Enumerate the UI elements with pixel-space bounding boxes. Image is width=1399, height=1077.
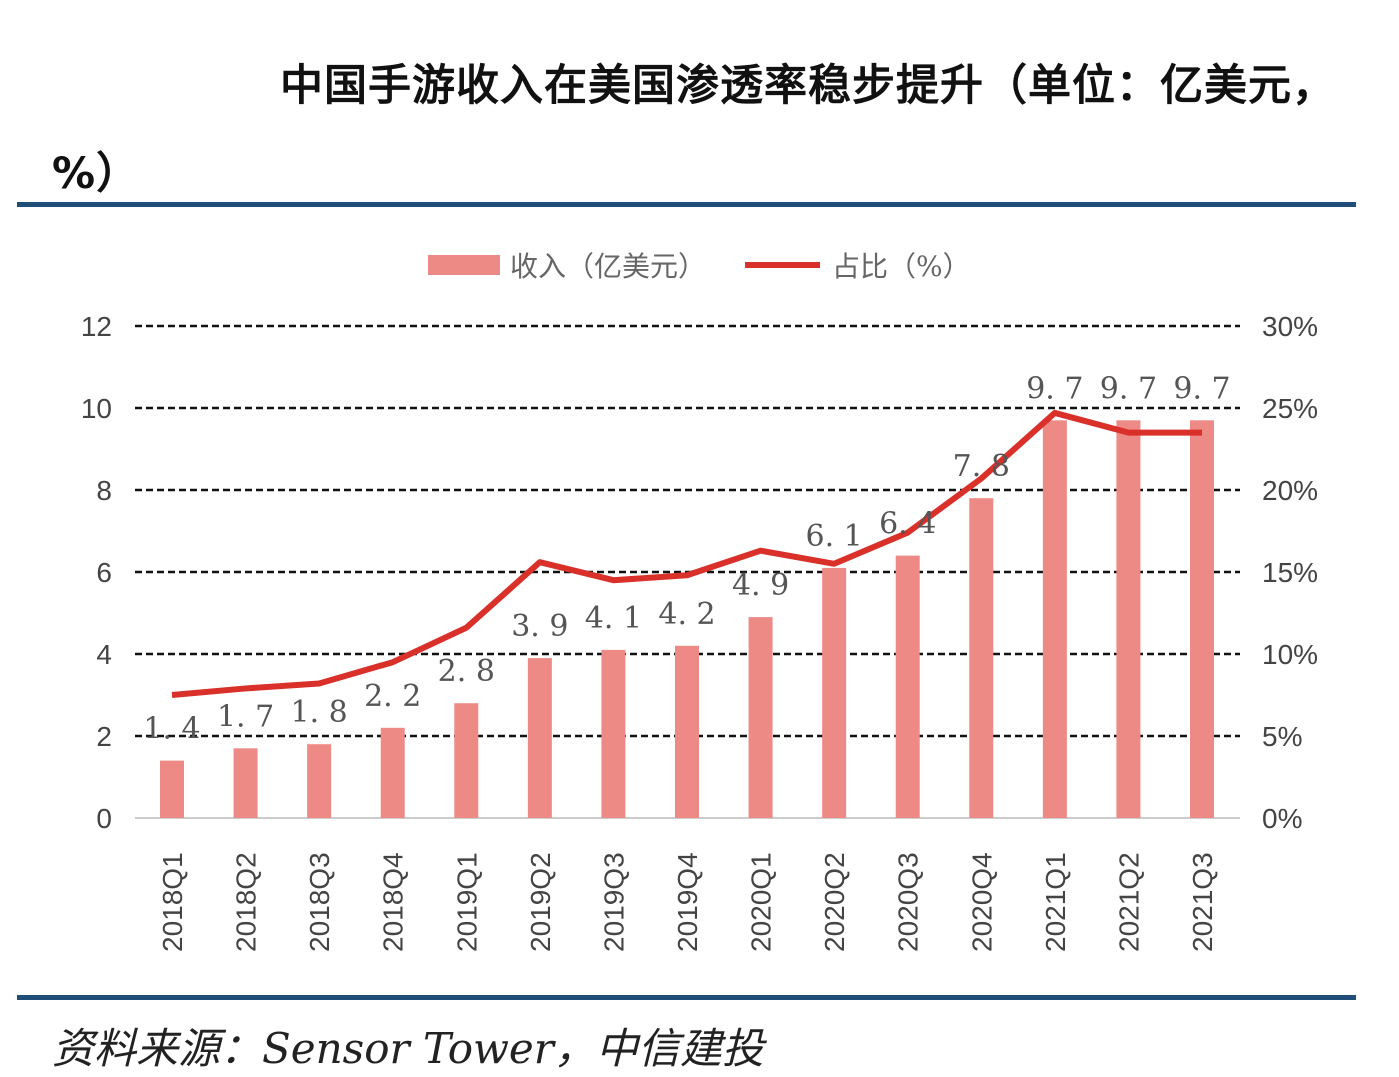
bar-2019Q1 — [454, 703, 479, 818]
source-note: 资料来源：Sensor Tower，中信建投 — [52, 1024, 764, 1073]
data-label: 1. 7 — [217, 699, 274, 734]
bar-2021Q2 — [1116, 420, 1141, 818]
bar-2021Q3 — [1190, 420, 1214, 818]
x-tick: 2019Q3 — [598, 852, 629, 952]
x-tick: 2018Q3 — [304, 852, 335, 952]
data-label: 4. 2 — [658, 597, 715, 632]
y-right-tick: 20% — [1262, 475, 1318, 506]
y-right-tick: 10% — [1262, 639, 1318, 670]
x-tick: 2018Q4 — [378, 852, 409, 952]
x-tick: 2021Q3 — [1187, 852, 1218, 952]
y-left-tick: 0 — [96, 803, 112, 834]
y-left-tick: 2 — [96, 721, 112, 752]
bar-2019Q3 — [601, 649, 626, 818]
x-tick: 2021Q1 — [1040, 852, 1071, 952]
data-label: 4. 1 — [585, 601, 642, 636]
bar-2021Q1 — [1042, 420, 1067, 818]
chart-title: 中国手游收入在美国渗透率稳步提升（单位：亿美元，%） — [52, 61, 1336, 199]
x-tick: 2020Q3 — [893, 852, 924, 952]
top-rule — [17, 202, 1356, 207]
legend: 收入（亿美元） 占比（%） — [428, 250, 971, 283]
x-tick: 2019Q2 — [525, 852, 556, 952]
legend-bar-swatch — [428, 255, 500, 275]
data-label: 4. 9 — [732, 568, 789, 603]
data-label: 9. 7 — [1173, 371, 1230, 406]
data-label: 9. 7 — [1100, 371, 1157, 406]
y-left-tick: 8 — [96, 475, 112, 506]
y-left-tick: 4 — [96, 639, 112, 670]
y-left-tick: 6 — [96, 557, 112, 588]
data-label: 7. 8 — [953, 449, 1010, 484]
x-tick: 2019Q1 — [451, 852, 482, 952]
x-tick: 2020Q4 — [966, 852, 997, 952]
y-right-tick: 5% — [1262, 721, 1302, 752]
data-label: 1. 4 — [143, 712, 200, 747]
bar-2018Q2 — [233, 748, 258, 818]
x-tick: 2019Q4 — [672, 852, 703, 952]
bar-2019Q2 — [527, 658, 552, 818]
y-right-tick: 25% — [1262, 393, 1318, 424]
x-tick: 2020Q2 — [819, 852, 850, 952]
bar-2018Q4 — [380, 727, 405, 818]
bar-2018Q3 — [307, 744, 332, 818]
bar-2020Q2 — [822, 567, 847, 818]
data-label: 9. 7 — [1026, 371, 1083, 406]
y-left-tick: 10 — [81, 393, 112, 424]
bar-2020Q4 — [969, 498, 994, 818]
y-right-tick: 15% — [1262, 557, 1318, 588]
x-tick: 2021Q2 — [1113, 852, 1144, 952]
data-label: 2. 2 — [364, 679, 421, 714]
x-tick: 2018Q2 — [231, 852, 262, 952]
data-label: 2. 8 — [438, 654, 495, 689]
legend-bar-label: 收入（亿美元） — [510, 250, 706, 283]
y-right-tick: 0% — [1262, 803, 1302, 834]
legend-line-label: 占比（%） — [832, 250, 971, 283]
bar-2020Q3 — [895, 555, 920, 818]
bar-2020Q1 — [748, 617, 773, 818]
x-tick: 2018Q1 — [157, 852, 188, 952]
data-label: 6. 1 — [806, 519, 863, 554]
bar-2018Q1 — [160, 760, 184, 818]
x-tick: 2020Q1 — [746, 852, 777, 952]
data-label: 1. 8 — [291, 695, 348, 730]
data-label: 3. 9 — [511, 609, 568, 644]
data-label: 6. 4 — [879, 507, 936, 542]
bottom-rule — [17, 995, 1356, 1000]
y-left-tick: 12 — [81, 311, 112, 342]
bar-2019Q4 — [675, 645, 699, 818]
y-right-tick: 30% — [1262, 311, 1318, 342]
